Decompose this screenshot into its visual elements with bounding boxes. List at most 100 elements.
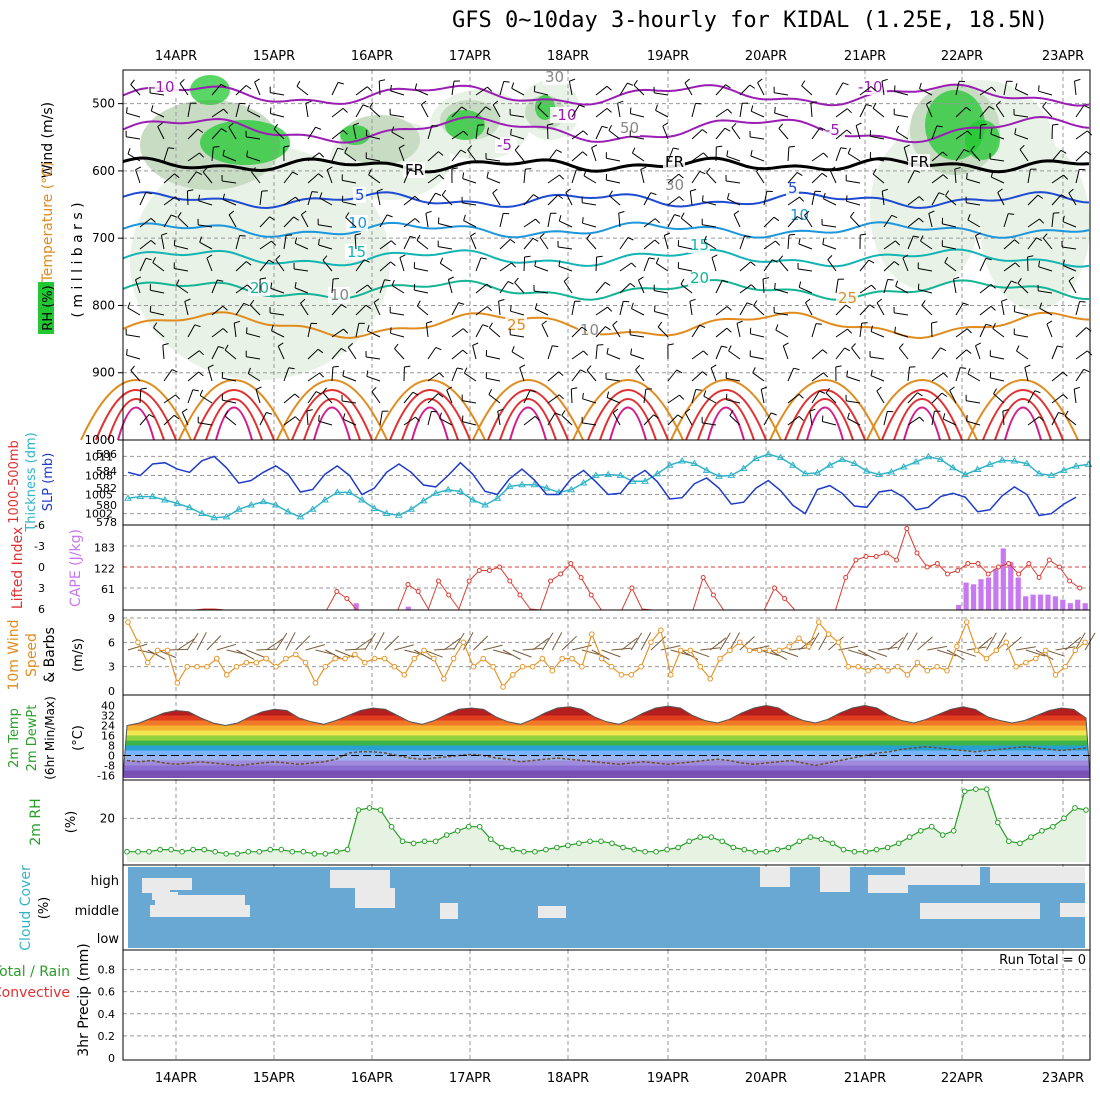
li-point	[843, 575, 849, 580]
wind-barb-feather	[985, 323, 992, 327]
wind-barb	[547, 345, 553, 360]
wind-barb-feather	[731, 122, 737, 128]
contour-label-bg	[550, 107, 581, 123]
wind-barb-feather	[498, 299, 505, 302]
li-point	[934, 561, 940, 566]
thickness-series-point	[321, 496, 329, 503]
surface-isotherm-arch	[903, 406, 941, 441]
wind-barb	[390, 312, 405, 316]
wind-barb	[163, 196, 176, 206]
wind-barb-feather	[439, 372, 445, 378]
li-point	[436, 578, 441, 584]
wind-barb	[606, 378, 621, 382]
rh2m-point	[278, 846, 285, 853]
wind-barb	[211, 83, 222, 96]
wind-barb	[870, 157, 885, 162]
y-tick-label: 800	[92, 298, 115, 312]
y-tick-label: 20	[100, 811, 115, 825]
wind-barb	[582, 398, 597, 404]
wind-barb	[811, 349, 823, 360]
wind-barb	[186, 190, 189, 206]
wind-barb	[475, 257, 482, 272]
wind-barb-feather	[913, 235, 920, 238]
wind-barb-feather	[1052, 123, 1059, 126]
wind-barb-feather	[967, 130, 973, 136]
wind-barb	[416, 239, 429, 250]
wind-barb-feather	[633, 80, 638, 86]
surface-isotherm-arch	[769, 379, 881, 441]
cape-bar	[1023, 596, 1029, 610]
wind-barb-feather	[840, 147, 847, 150]
temp-band	[123, 745, 1090, 751]
wind-barb	[955, 106, 967, 118]
wind-barb	[931, 347, 941, 360]
surface-isotherms	[80, 379, 1079, 441]
wind-barb-feather	[846, 195, 848, 202]
wind-barb-feather	[953, 276, 960, 280]
wind10-barb	[1035, 649, 1054, 661]
wind-barb	[975, 235, 981, 250]
contour-label: FR	[910, 153, 929, 171]
wind-barb-feather	[679, 394, 685, 400]
wind-barb-feather	[394, 343, 399, 350]
wind-barb-feather	[539, 232, 545, 238]
wind-barb-feather	[842, 82, 849, 86]
li-point	[446, 592, 452, 598]
wind-barb-feather	[294, 281, 297, 288]
wind-barb-feather	[463, 214, 466, 221]
cloud-gap	[868, 875, 908, 893]
wind-barb	[511, 87, 525, 96]
wind10-point	[825, 631, 832, 638]
y-tick-label: 0.2	[98, 1030, 116, 1043]
wind-barb-feather	[366, 86, 372, 92]
thickness-series-point	[752, 454, 760, 461]
wind10-point	[1072, 647, 1079, 654]
wind-barb	[990, 377, 1005, 382]
wind-barb	[1075, 105, 1085, 118]
wind-barb	[127, 307, 141, 316]
wind-barb-feather	[197, 128, 204, 133]
wind-barb-feather	[488, 388, 493, 395]
wind-barb	[667, 394, 680, 404]
wind10-point	[549, 667, 556, 674]
wind-barb	[931, 392, 943, 404]
wind-barb	[691, 103, 696, 118]
wind-barb-feather	[386, 214, 393, 218]
rh2m-point	[774, 846, 781, 853]
wind-barb-feather	[608, 124, 613, 131]
wind-barb	[979, 124, 982, 140]
y-tick-label: -8	[104, 760, 115, 773]
wind-barb	[224, 349, 237, 360]
date-label-bottom: 19APR	[647, 1071, 689, 1086]
wind-barb	[441, 194, 453, 206]
wind-barb-feather	[703, 235, 707, 242]
rh2m-point	[763, 848, 770, 855]
wind-barb	[640, 169, 645, 184]
wind-barb	[787, 196, 800, 206]
wind-barb-feather	[269, 107, 272, 114]
wind-barb-feather	[631, 302, 634, 309]
thickness-series-point	[161, 496, 169, 503]
y-tick-label: 0	[108, 1052, 115, 1065]
wind-barb	[684, 82, 693, 96]
wind-barb	[283, 367, 290, 382]
wind-barb	[379, 240, 392, 250]
wind-barb-feather	[703, 390, 707, 397]
contour-label: 5	[355, 186, 365, 204]
wind-barb	[523, 194, 534, 206]
wind-barb	[534, 265, 549, 272]
li-point	[1016, 571, 1022, 577]
wind-barb	[711, 257, 717, 272]
wind-barb-feather	[294, 416, 300, 422]
wind-barb	[654, 92, 669, 96]
wind10-barb	[295, 635, 311, 651]
wind10-barb	[917, 636, 933, 651]
surface-isotherm-arch	[205, 398, 263, 441]
wind-barb-feather	[243, 302, 250, 307]
wind-barb-feather	[992, 322, 996, 329]
wind-barb	[609, 195, 621, 206]
wind-barb	[342, 400, 357, 404]
wind-barb-feather	[157, 122, 163, 127]
wind-barb-feather	[606, 391, 610, 398]
wind-barb-feather	[532, 237, 539, 242]
